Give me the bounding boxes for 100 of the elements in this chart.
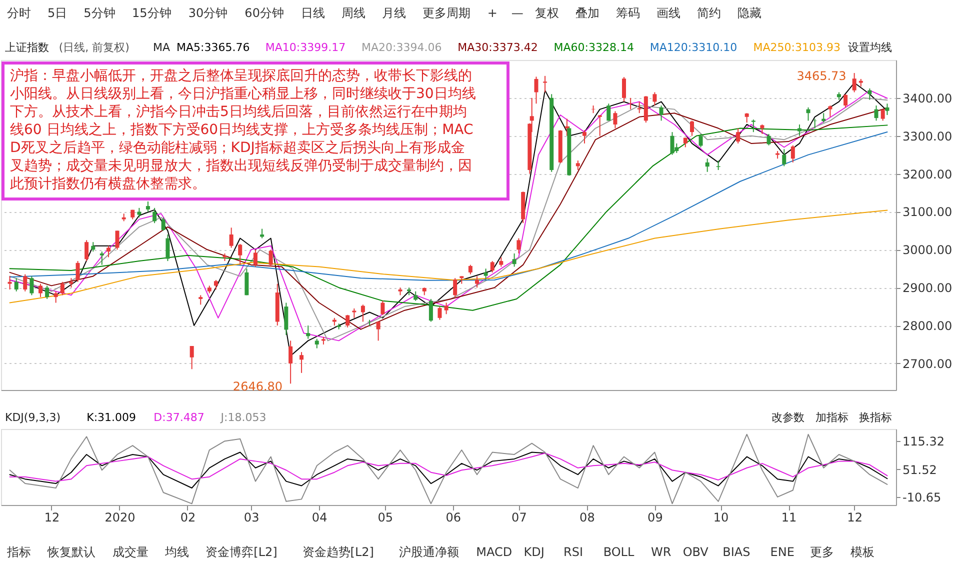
candlestick (428, 298, 433, 322)
candlestick (606, 103, 611, 122)
text: 改参数 (772, 411, 805, 424)
text: BIAS (722, 545, 750, 559)
text: 日线 (301, 6, 325, 20)
candlestick (760, 124, 764, 134)
text: — (511, 6, 524, 20)
text: 5日 (47, 6, 68, 20)
x-tick-label: 11 (781, 510, 797, 524)
text: 更多周期 (422, 6, 470, 20)
y-tick-label: 2900.00 (902, 281, 952, 296)
candlestick (14, 278, 18, 292)
candlestick (598, 114, 602, 136)
text: 简约 (697, 6, 722, 20)
candlestick (591, 105, 596, 114)
candlestick (300, 352, 304, 374)
text: WR (651, 545, 672, 559)
text: 更多 (810, 545, 834, 559)
candlestick (698, 133, 703, 148)
candlestick (744, 112, 749, 124)
candlestick (812, 118, 817, 129)
x-tick-label: 07 (512, 510, 527, 524)
text: 5分钟 (84, 6, 116, 20)
chart-title: 上证指数 (5, 41, 49, 54)
candlestick (516, 238, 521, 254)
text: 复权 (535, 6, 560, 20)
candlestick (54, 290, 58, 304)
y-tick-label: 3200.00 (902, 167, 952, 182)
candlestick (190, 346, 194, 370)
text: MA250:3103.93 (753, 41, 840, 54)
candlestick (828, 105, 832, 118)
text: 分时 (7, 6, 31, 20)
x-tick-label: 12 (847, 510, 862, 524)
text: 加指标 (815, 411, 848, 424)
candlestick (885, 103, 890, 116)
text: 指标 (6, 545, 31, 559)
text: 画线 (656, 6, 681, 20)
candlestick (198, 294, 203, 306)
text: MA20:3394.06 (362, 41, 442, 54)
text: D:37.487 (154, 411, 204, 424)
text: 沪股通净额 (398, 545, 459, 559)
candlestick (444, 302, 448, 315)
x-tick-label: 08 (580, 510, 595, 524)
candlestick (874, 105, 878, 122)
x-tick-label: 03 (244, 510, 260, 524)
candlestick (670, 132, 674, 156)
candlestick (8, 276, 12, 290)
text: 筹码 (616, 6, 640, 20)
y-tick-label: 3000.00 (902, 243, 952, 258)
candlestick (69, 278, 74, 288)
candlestick (499, 256, 504, 268)
candlestick (637, 101, 642, 114)
text: + (487, 6, 498, 20)
candlestick (229, 227, 234, 248)
candlestick (376, 321, 380, 342)
candlestick (790, 144, 795, 163)
candlestick (275, 283, 280, 326)
text: 叠加 (576, 6, 600, 20)
candlestick (260, 228, 264, 239)
x-tick-label: 12 (44, 510, 60, 524)
candlestick (76, 260, 80, 282)
text: 30分钟 (188, 6, 228, 20)
candlestick (23, 274, 28, 292)
x-tick-label: 10 (713, 510, 729, 524)
candlestick (782, 148, 786, 167)
candlestick (314, 338, 319, 349)
text: 换指标 (859, 411, 892, 424)
line-series (9, 452, 888, 489)
chart-subtitle: (日线, 前复权) (58, 41, 130, 54)
candlestick (414, 290, 418, 302)
candlestick (852, 72, 856, 93)
line-series (9, 434, 888, 504)
text: 资金趋势[L2] (302, 545, 374, 559)
candlestick (146, 200, 150, 212)
candlestick (346, 314, 350, 328)
y-tick-label: 2800.00 (902, 319, 952, 334)
candlestick (244, 268, 249, 296)
annotation: 3465.73 (796, 69, 846, 83)
candlestick (60, 281, 64, 296)
text: MA60:3328.14 (554, 41, 634, 54)
candlestick (844, 94, 848, 108)
candlestick (360, 304, 365, 322)
y-tick-label: 115.32 (902, 434, 944, 448)
candlestick (558, 130, 562, 164)
x-tick-label: 06 (446, 510, 462, 524)
candlestick (490, 260, 494, 273)
candlestick (484, 268, 488, 280)
x-tick-label: 05 (378, 510, 394, 524)
candlestick (352, 308, 356, 318)
candlestick (468, 264, 472, 275)
candlestick (582, 130, 587, 144)
candlestick (214, 280, 218, 290)
candlestick (766, 133, 771, 146)
candlestick (161, 216, 166, 232)
text: 月线 (382, 6, 406, 20)
text: RSI (564, 545, 584, 559)
line-series (9, 452, 888, 482)
candlestick (806, 106, 810, 122)
candlestick (253, 249, 258, 268)
candlestick (100, 251, 104, 266)
